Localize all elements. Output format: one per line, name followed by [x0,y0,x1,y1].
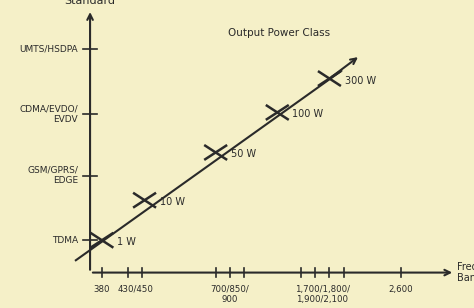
Text: 10 W: 10 W [160,197,185,207]
Text: 2,600: 2,600 [388,285,413,294]
Text: 700/850/
900: 700/850/ 900 [210,285,249,304]
Text: Standard: Standard [64,0,116,6]
Text: 300 W: 300 W [345,75,376,86]
Text: UMTS/HSDPA: UMTS/HSDPA [19,45,78,54]
Text: CDMA/EVDO/
EVDV: CDMA/EVDO/ EVDV [19,104,78,124]
Text: GSM/GPRS/
EDGE: GSM/GPRS/ EDGE [27,166,78,185]
Text: 50 W: 50 W [231,149,256,160]
Text: Output Power Class: Output Power Class [228,29,329,38]
Text: 380: 380 [94,285,110,294]
Text: 1,700/1,800/
1,900/2,100: 1,700/1,800/ 1,900/2,100 [295,285,350,304]
Text: Frequency
Band: Frequency Band [457,262,474,283]
Text: 1 W: 1 W [117,237,136,247]
Text: TDMA: TDMA [52,236,78,245]
Text: 430/450: 430/450 [117,285,153,294]
Text: 100 W: 100 W [292,109,324,120]
